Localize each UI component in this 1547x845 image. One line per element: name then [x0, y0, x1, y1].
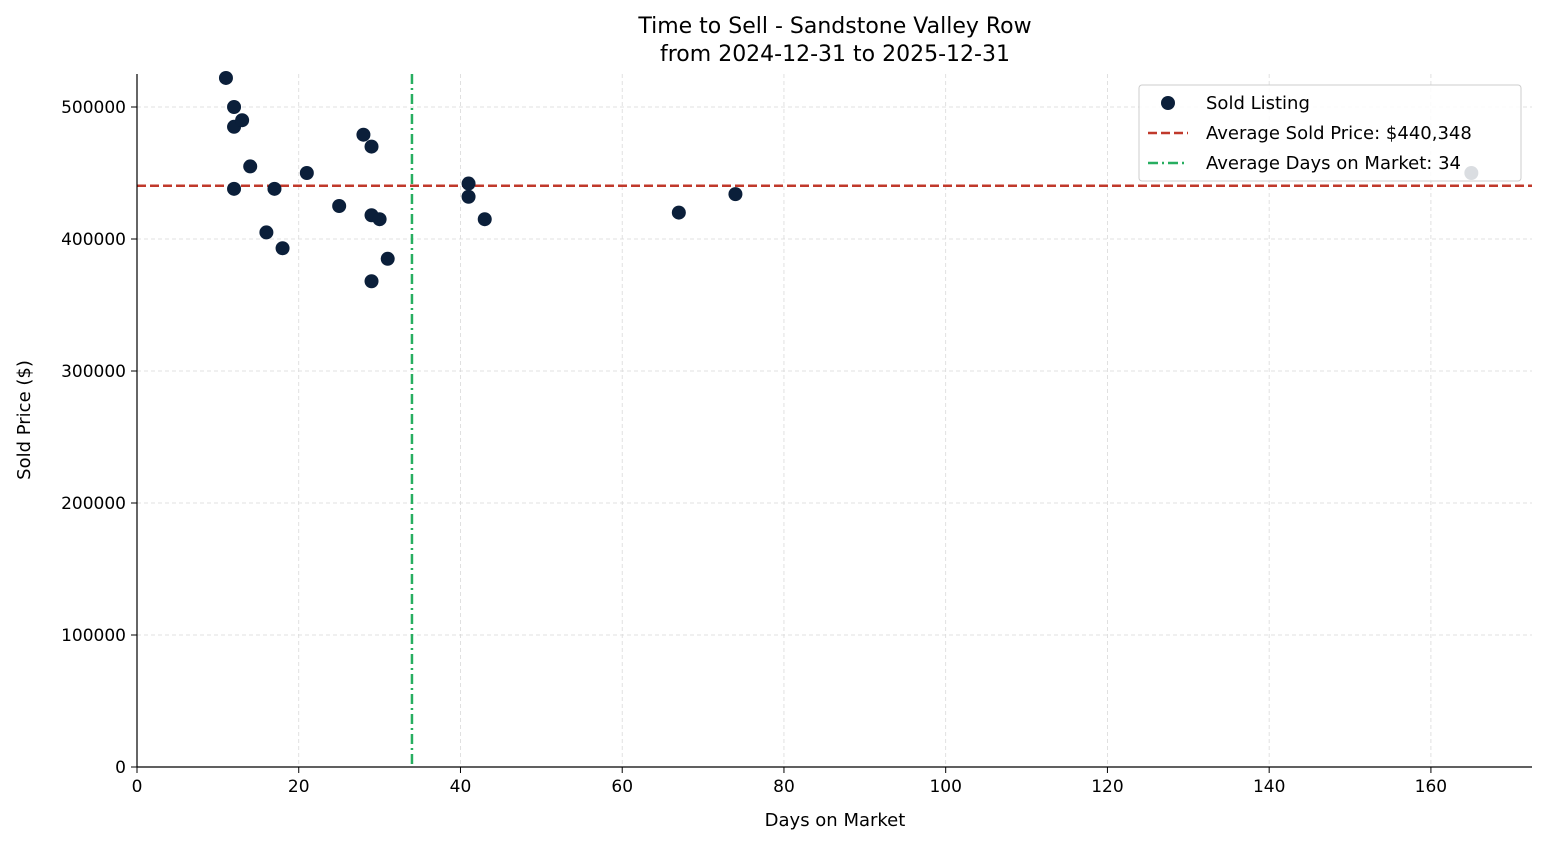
data-point — [275, 241, 290, 256]
y-axis-label: Sold Price ($) — [14, 360, 35, 480]
data-point — [728, 187, 743, 202]
x-tick-label: 40 — [450, 777, 472, 797]
data-point — [243, 159, 258, 174]
data-point — [477, 212, 492, 227]
data-point — [356, 127, 371, 142]
x-tick-label: 80 — [773, 777, 795, 797]
data-point — [380, 251, 395, 266]
y-tick-label: 200000 — [61, 494, 126, 514]
legend: Sold Listing Average Sold Price: $440,34… — [1138, 84, 1522, 182]
x-tick-label: 120 — [1091, 777, 1123, 797]
y-tick-label: 500000 — [61, 98, 126, 118]
data-point — [218, 70, 233, 85]
data-point — [461, 176, 476, 191]
data-point — [671, 205, 686, 220]
y-tick-label: 400000 — [61, 230, 126, 250]
legend-label-average-days: Average Days on Market: 34 — [1206, 153, 1461, 174]
tick-labels: 0 20 40 60 80 100 120 140 160 0 100000 200000 300000… — [61, 98, 1447, 797]
chart-title: Time to Sell - Sandstone Valley Row — [637, 14, 1031, 39]
data-point — [332, 199, 347, 213]
x-tick-label: 0 — [132, 777, 143, 797]
chart-subtitle: from 2024-12-31 to 2025-12-31 — [660, 42, 1010, 67]
x-tick-label: 20 — [288, 777, 310, 797]
data-point — [227, 100, 242, 114]
data-point — [235, 113, 250, 128]
x-tick-label: 160 — [1415, 777, 1447, 797]
data-point — [364, 139, 379, 154]
x-axis-label: Days on Market — [765, 810, 906, 831]
data-point — [259, 225, 274, 240]
legend-label-sold-listing: Sold Listing — [1206, 93, 1310, 114]
x-tick-label: 60 — [611, 777, 633, 797]
legend-label-average-price: Average Sold Price: $440,348 — [1206, 123, 1472, 144]
reference-lines — [137, 74, 1532, 767]
data-point — [372, 212, 387, 227]
x-tick-label: 140 — [1253, 777, 1285, 797]
data-point — [227, 181, 242, 196]
data-point — [461, 189, 476, 204]
x-tick-label: 100 — [929, 777, 961, 797]
axes — [131, 74, 1532, 773]
data-point — [267, 181, 282, 196]
y-tick-label: 0 — [115, 758, 126, 778]
legend-marker-sold-listing — [1161, 96, 1175, 110]
data-point — [364, 274, 379, 289]
y-tick-label: 300000 — [61, 362, 126, 382]
legend-box — [1138, 84, 1522, 182]
y-tick-label: 100000 — [61, 626, 126, 646]
data-point — [299, 166, 314, 180]
